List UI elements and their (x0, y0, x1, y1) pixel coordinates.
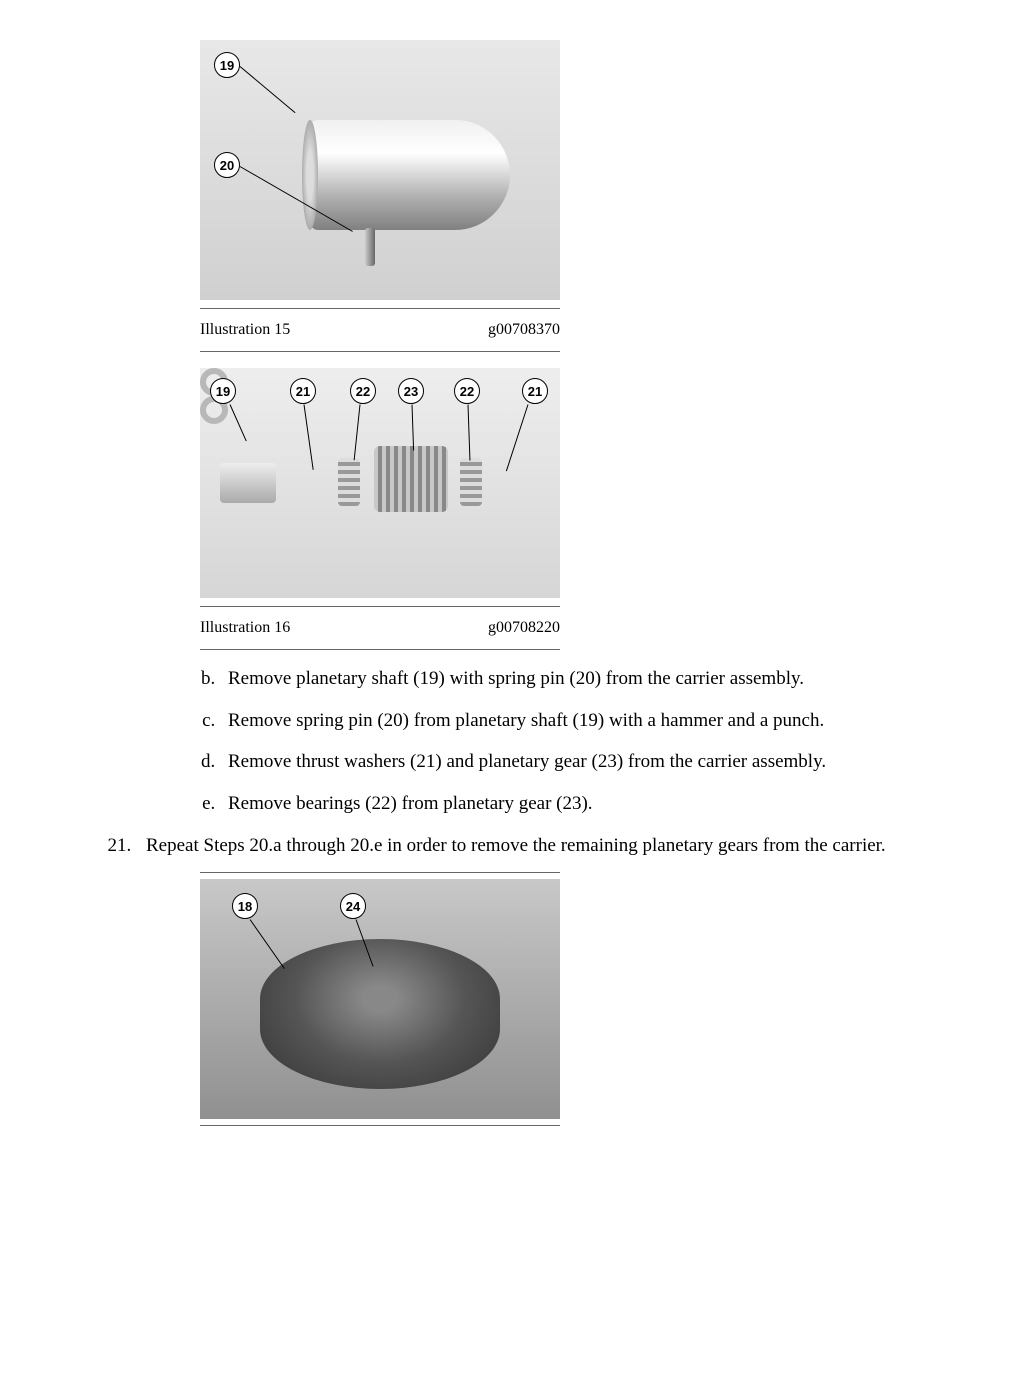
lead-22b (468, 404, 471, 460)
lead-19b (230, 404, 247, 441)
figure-16-image: 19 21 22 23 22 21 (200, 368, 560, 598)
substeps-list: Remove planetary shaft (19) with spring … (220, 666, 964, 817)
part-gear (374, 446, 448, 512)
lead-23 (412, 404, 415, 450)
figure-16-caption-code: g00708220 (488, 619, 560, 637)
spring-pin-graphic (365, 228, 375, 266)
figure-17-bottom-rule (200, 1125, 560, 1126)
callout-20: 20 (214, 152, 240, 178)
substep-b: Remove planetary shaft (19) with spring … (220, 666, 964, 692)
figure-15-image: 19 20 (200, 40, 560, 300)
figure-15-caption-code: g00708370 (488, 321, 560, 339)
callout-19b: 19 (210, 378, 236, 404)
substep-d: Remove thrust washers (21) and planetary… (220, 749, 964, 775)
figure-17-top-rule (200, 872, 560, 873)
callout-22a: 22 (350, 378, 376, 404)
figure-15-caption: Illustration 15 g00708370 (200, 308, 560, 352)
lead-18 (250, 919, 285, 969)
part-bearing-left (338, 458, 360, 506)
part-shaft (220, 463, 276, 503)
step-21: Repeat Steps 20.a through 20.e in order … (136, 833, 964, 859)
planetary-shaft-graphic (310, 120, 510, 230)
figure-15: 19 20 Illustration 15 g00708370 (200, 40, 560, 352)
steps-list: Repeat Steps 20.a through 20.e in order … (136, 833, 964, 859)
figure-16: 19 21 22 23 22 21 Illustration 16 g00708… (200, 368, 560, 650)
callout-21b: 21 (522, 378, 548, 404)
substep-c: Remove spring pin (20) from planetary sh… (220, 708, 964, 734)
carrier-assembly-graphic (260, 939, 500, 1089)
callout-22b: 22 (454, 378, 480, 404)
callout-19: 19 (214, 52, 240, 78)
lead-21a (304, 404, 314, 469)
planetary-shaft-end-graphic (302, 120, 318, 230)
callout-19-lead (240, 66, 296, 113)
figure-17-image: 18 24 (200, 879, 560, 1119)
figure-16-caption-label: Illustration 16 (200, 619, 290, 637)
lead-21b (506, 404, 529, 471)
substep-e: Remove bearings (22) from planetary gear… (220, 791, 964, 817)
callout-23: 23 (398, 378, 424, 404)
callout-18: 18 (232, 893, 258, 919)
figure-16-caption: Illustration 16 g00708220 (200, 606, 560, 650)
figure-15-caption-label: Illustration 15 (200, 321, 290, 339)
lead-22a (354, 404, 361, 460)
figure-17: 18 24 (200, 872, 560, 1126)
part-bearing-right (460, 458, 482, 506)
callout-24: 24 (340, 893, 366, 919)
callout-21a: 21 (290, 378, 316, 404)
